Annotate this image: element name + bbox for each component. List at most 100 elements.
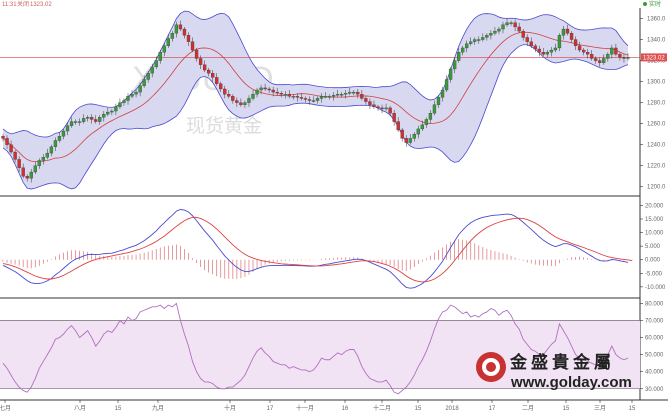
candle <box>247 95 251 107</box>
candle-body <box>247 98 251 103</box>
candle <box>477 36 481 44</box>
candle-body <box>211 73 215 78</box>
candle <box>529 37 533 48</box>
candle-body <box>227 94 231 97</box>
candle <box>170 31 175 42</box>
candle-body <box>440 89 445 98</box>
candle <box>485 33 489 41</box>
macd-tick-label: 5.000 <box>645 244 661 250</box>
rsi-tick-label: 80.000 <box>645 301 664 307</box>
candle <box>448 66 453 83</box>
candle <box>223 85 227 99</box>
x-tick-label: 八月 <box>74 405 86 412</box>
candle <box>231 94 235 104</box>
candle <box>86 115 90 122</box>
candle <box>255 87 259 98</box>
candle-body <box>331 95 336 97</box>
candle-body <box>537 48 541 53</box>
candle-body <box>106 111 110 115</box>
macd-panel <box>2 209 633 289</box>
candle-body <box>263 87 267 90</box>
candle-body <box>545 52 550 55</box>
candle-body <box>327 96 332 98</box>
candle <box>319 93 324 103</box>
candle <box>586 49 590 59</box>
candle-body <box>311 100 316 102</box>
candle <box>344 90 348 99</box>
candle <box>202 60 207 73</box>
candle <box>376 104 380 112</box>
candle <box>581 47 586 56</box>
candle-body <box>618 54 622 58</box>
candle-body <box>352 91 356 94</box>
candle-body <box>33 165 37 173</box>
candle <box>396 117 400 133</box>
candle <box>73 119 78 125</box>
candle-body <box>279 93 283 95</box>
candle <box>513 19 517 32</box>
axes: 1360.0 1340.0 1320.0 1300.0 1280.0 1260.0 1240… <box>0 17 666 412</box>
candle <box>182 26 187 39</box>
candle-body <box>368 101 372 105</box>
candle <box>348 87 352 96</box>
candle <box>146 71 150 83</box>
candle <box>5 135 9 149</box>
candle <box>501 21 505 34</box>
candle <box>77 118 82 126</box>
candle-body <box>577 45 582 51</box>
candle <box>211 70 215 82</box>
candle-body <box>90 117 94 120</box>
candle <box>452 57 457 74</box>
candle-body <box>291 96 295 98</box>
bollinger-lower-line <box>2 44 629 190</box>
candle <box>420 120 425 132</box>
candle-body <box>303 98 308 100</box>
candle-body <box>186 35 191 42</box>
candle-body <box>392 112 396 122</box>
candle-body <box>287 94 291 97</box>
candle <box>126 93 130 105</box>
candle <box>573 36 578 51</box>
candle <box>493 26 497 36</box>
candle <box>517 22 521 34</box>
candle <box>219 81 223 93</box>
candle-body <box>376 106 380 109</box>
candle <box>90 114 94 124</box>
x-tick-label: 15 <box>415 406 422 412</box>
candle <box>41 154 45 165</box>
candle <box>331 92 336 101</box>
candle <box>134 90 138 98</box>
x-tick-label: 十月 <box>224 404 236 412</box>
candle-body <box>239 102 243 105</box>
candle <box>590 50 594 61</box>
candle-body <box>73 121 78 123</box>
header-price: 1323.02 <box>30 2 52 8</box>
candle-body <box>517 26 521 32</box>
candle <box>465 40 469 53</box>
candle-body <box>497 28 501 32</box>
price-panel <box>0 10 640 190</box>
candle <box>497 26 501 35</box>
candle <box>533 43 537 53</box>
candle <box>473 37 477 45</box>
logo: 金盛貴金屬 www.golday.com <box>476 352 632 391</box>
candle <box>549 46 554 57</box>
candle <box>227 90 231 99</box>
candle <box>436 95 441 108</box>
candle-body <box>190 41 195 51</box>
candle-body <box>45 152 50 158</box>
candle <box>577 41 582 53</box>
rsi-tick-label: 30.000 <box>645 387 664 393</box>
candle-body <box>61 130 66 137</box>
candle <box>541 47 545 57</box>
bollinger-upper-line <box>2 10 629 138</box>
macd-tick-label: 15.000 <box>645 217 664 223</box>
candle <box>263 83 267 92</box>
candle-body <box>223 88 227 95</box>
candle-body <box>525 37 529 42</box>
candle <box>416 125 420 139</box>
candle-body <box>356 91 360 95</box>
candle-body <box>404 138 408 143</box>
candle <box>190 37 195 53</box>
candle <box>33 161 37 175</box>
